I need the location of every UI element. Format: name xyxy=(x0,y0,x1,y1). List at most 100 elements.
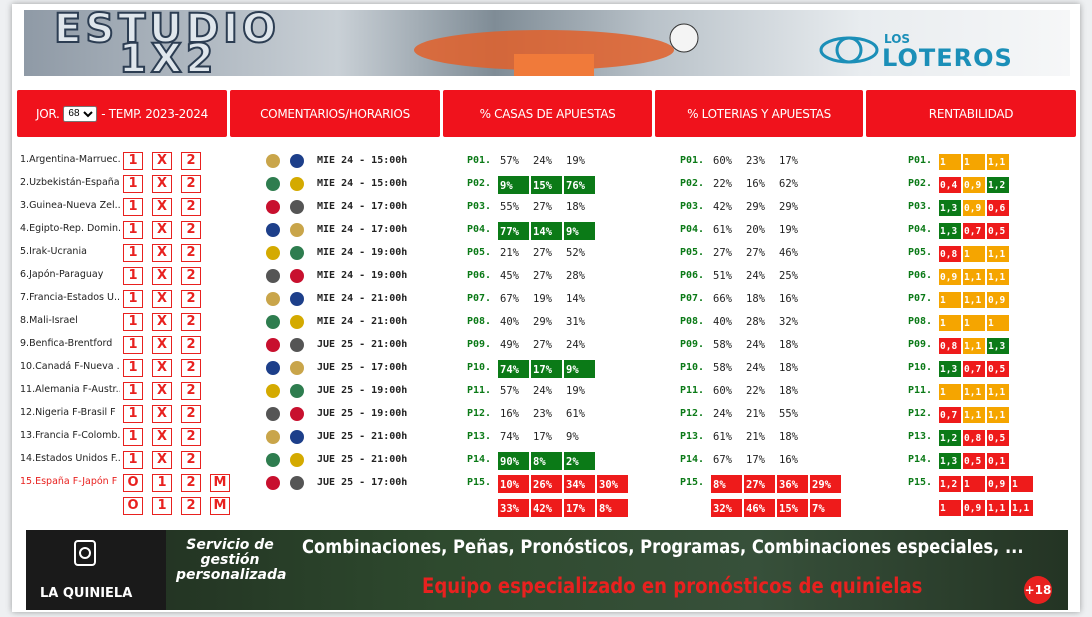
team-icon xyxy=(290,430,304,444)
match-name: 12.Nigeria F-Brasil F xyxy=(20,407,116,418)
pick-button[interactable]: 2 xyxy=(181,221,201,239)
pick-button[interactable]: O xyxy=(123,497,143,515)
pct-value: 27% xyxy=(533,339,552,351)
pick-button[interactable]: X xyxy=(152,221,172,239)
rent-cell: 0,9 xyxy=(962,199,986,217)
pick-button[interactable]: 1 xyxy=(123,382,143,400)
pct-value: 27% xyxy=(533,247,552,259)
row-label: P13. xyxy=(467,431,492,442)
tab-rentabilidad[interactable]: RENTABILIDAD xyxy=(866,90,1076,137)
pct-value: 19% xyxy=(566,385,585,397)
pick-button[interactable]: M xyxy=(210,474,230,492)
pct-cell: 76% xyxy=(563,175,596,195)
pick-button[interactable]: 2 xyxy=(181,152,201,170)
pick-button[interactable]: 1 xyxy=(123,428,143,446)
pick-button[interactable]: X xyxy=(152,428,172,446)
pct-cell: 15% xyxy=(530,175,563,195)
pct-value: 22% xyxy=(713,178,732,190)
pick-button[interactable]: X xyxy=(152,359,172,377)
pick-button[interactable]: 1 xyxy=(123,175,143,193)
pick-button[interactable]: 1 xyxy=(123,290,143,308)
row-label: P14. xyxy=(908,454,933,465)
pick-button[interactable]: X xyxy=(152,244,172,262)
pick-button[interactable]: 2 xyxy=(181,497,201,515)
row-label: P14. xyxy=(680,454,705,465)
pct-cell: 9% xyxy=(563,221,596,241)
rent-cell: 1,2 xyxy=(938,475,962,493)
pick-button[interactable]: 1 xyxy=(123,221,143,239)
tab-casas[interactable]: % CASAS DE APUESTAS xyxy=(443,90,652,137)
tab-comentarios[interactable]: COMENTARIOS/HORARIOS xyxy=(230,90,440,137)
pick-button[interactable]: 2 xyxy=(181,198,201,216)
pick-button[interactable]: 1 xyxy=(123,405,143,423)
pick-button[interactable]: X xyxy=(152,267,172,285)
jornada-select[interactable]: 68 xyxy=(63,105,98,122)
pick-button[interactable]: 2 xyxy=(181,244,201,262)
pick-button[interactable]: 2 xyxy=(181,428,201,446)
tab-loterias[interactable]: % LOTERIAS Y APUESTAS xyxy=(655,90,863,137)
pick-button[interactable]: 2 xyxy=(181,359,201,377)
pick-button[interactable]: 1 xyxy=(123,152,143,170)
pick-button[interactable]: X xyxy=(152,152,172,170)
pick-button[interactable]: 2 xyxy=(181,290,201,308)
row-label: P06. xyxy=(908,270,933,281)
pick-button[interactable]: X xyxy=(152,175,172,193)
pick-button[interactable]: X xyxy=(152,336,172,354)
pick-button[interactable]: 2 xyxy=(181,336,201,354)
pick-button[interactable]: X xyxy=(152,405,172,423)
pick-button[interactable]: 1 xyxy=(152,474,172,492)
pick-button[interactable]: X xyxy=(152,382,172,400)
pick-button[interactable]: X xyxy=(152,198,172,216)
rent-cell: 1,1 xyxy=(986,153,1010,171)
pick-button[interactable]: 2 xyxy=(181,405,201,423)
pick-button[interactable]: 1 xyxy=(123,313,143,331)
pick-button[interactable]: X xyxy=(152,451,172,469)
rent-cell: 0,7 xyxy=(962,360,986,378)
pick-button[interactable]: 1 xyxy=(152,497,172,515)
pick-button[interactable]: X xyxy=(152,290,172,308)
pick-button[interactable]: 2 xyxy=(181,175,201,193)
team-icon xyxy=(290,453,304,467)
match-name: 9.Benfica-Brentford xyxy=(20,338,113,349)
match-time: JUE 25 - 21:00h xyxy=(317,431,408,442)
row-label: P10. xyxy=(908,362,933,373)
pick-button[interactable]: 2 xyxy=(181,313,201,331)
match-name: 3.Guinea-Nueva Zel... xyxy=(20,200,120,211)
logo-big: LOTEROS xyxy=(882,44,1013,72)
pct-value: 27% xyxy=(533,201,552,213)
footer-brand-panel xyxy=(26,530,166,610)
pick-button[interactable]: 1 xyxy=(123,198,143,216)
pick-button[interactable]: X xyxy=(152,313,172,331)
rent-cell: 1,1 xyxy=(986,499,1010,517)
pick-button[interactable]: 1 xyxy=(123,336,143,354)
rent-cell: 0,8 xyxy=(962,429,986,447)
row-label: P10. xyxy=(467,362,492,373)
rent-cell: 1,1 xyxy=(962,291,986,309)
team-icon xyxy=(266,154,280,168)
pick-button[interactable]: 2 xyxy=(181,267,201,285)
pick-button[interactable]: 1 xyxy=(123,244,143,262)
match-time: MIE 24 - 19:00h xyxy=(317,270,408,281)
pick-button[interactable]: M xyxy=(210,497,230,515)
page: ESTUDIO 1X2 LOS LOTEROS JOR. 68 - TEMP. … xyxy=(12,4,1080,612)
jornada-label: JOR. xyxy=(36,106,60,121)
match-name: 11.Alemania F-Austr... xyxy=(20,384,120,395)
pick-button[interactable]: O xyxy=(123,474,143,492)
pick-button[interactable]: 2 xyxy=(181,382,201,400)
footer-service: Servicio de gestión personalizada xyxy=(176,537,287,583)
rent-cell: 1,2 xyxy=(938,429,962,447)
pick-button[interactable]: 1 xyxy=(123,267,143,285)
pct-value: 18% xyxy=(779,339,798,351)
row-label: P03. xyxy=(467,201,492,212)
row-label: P08. xyxy=(908,316,933,327)
rent-cell: 1,3 xyxy=(938,360,962,378)
rent-cell: 1 xyxy=(938,291,962,309)
pct-value: 23% xyxy=(746,155,765,167)
rent-cell: 1,1 xyxy=(962,383,986,401)
pick-button[interactable]: 1 xyxy=(123,451,143,469)
rent-cell: 1 xyxy=(938,314,962,332)
pick-button[interactable]: 2 xyxy=(181,451,201,469)
pick-button[interactable]: 2 xyxy=(181,474,201,492)
pick-button[interactable]: 1 xyxy=(123,359,143,377)
